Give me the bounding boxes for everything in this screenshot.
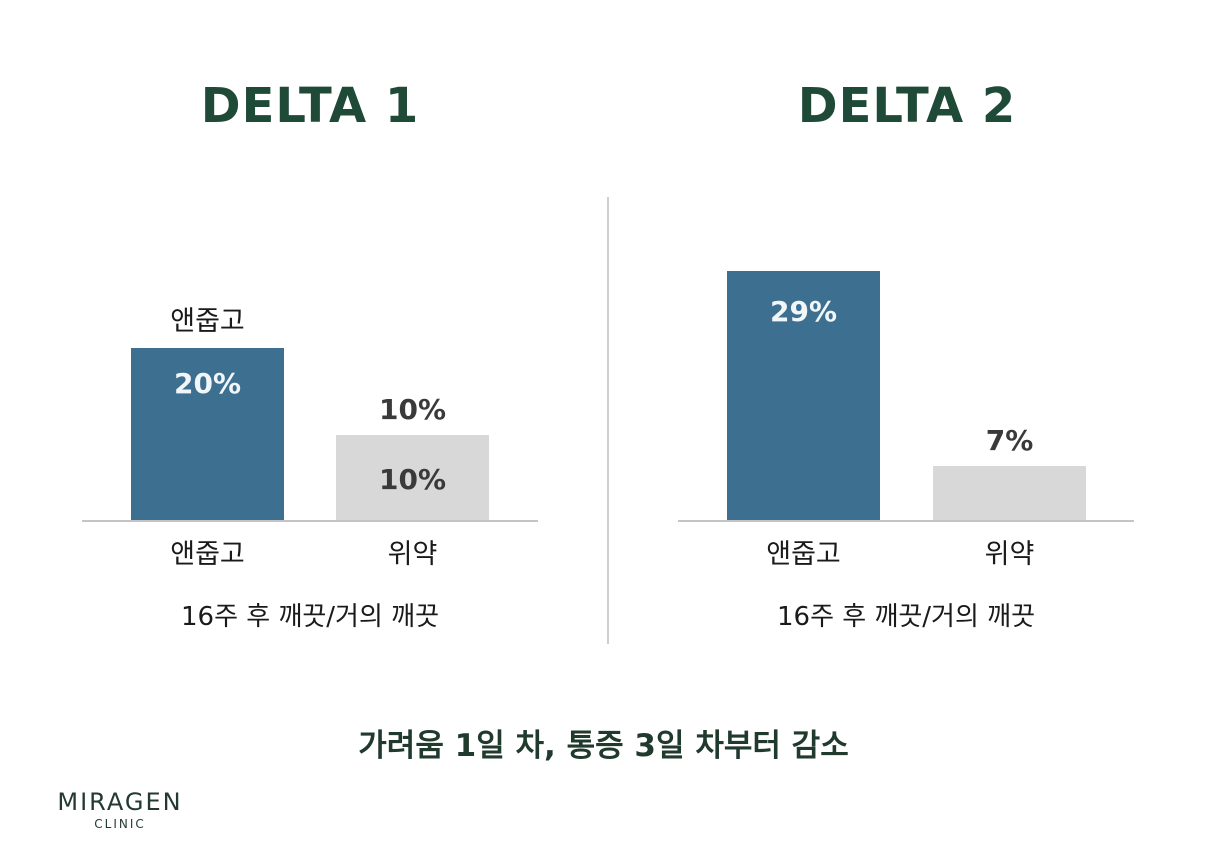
bar-inside-label: 10% (378, 463, 447, 496)
panel-title-delta-1: DELTA 1 (200, 78, 420, 134)
bar-drug-delta-2 (727, 271, 880, 522)
x-axis-caption: 16주 후 깨끗/거의 깨끗 (777, 602, 1035, 632)
x-axis-line (678, 520, 1134, 522)
logo-subtitle: CLINIC (94, 817, 146, 831)
bar-drug-delta-1 (131, 348, 284, 522)
category-label: 앤줍고 (170, 539, 245, 570)
category-label: 위약 (387, 539, 438, 570)
bar-value-label: 10% (378, 393, 447, 426)
x-axis-caption: 16주 후 깨끗/거의 깨끗 (181, 602, 439, 632)
bar-top-label: 앤줍고 (170, 306, 245, 337)
footer-summary: 가려움 1일 차, 통증 3일 차부터 감소 (358, 728, 849, 764)
x-axis-line (82, 520, 538, 522)
bar-placebo-delta-1 (336, 435, 489, 522)
category-label: 위약 (984, 539, 1035, 570)
panel-divider (607, 197, 609, 644)
bar-value-label: 7% (985, 424, 1034, 457)
bar-inside-label: 29% (769, 295, 838, 328)
logo-wordmark: MIRAGEN (57, 788, 183, 816)
panel-title-delta-2: DELTA 2 (797, 78, 1017, 134)
bar-inside-label: 20% (173, 367, 242, 400)
category-label: 앤줍고 (766, 539, 841, 570)
bar-placebo-delta-2 (933, 466, 1086, 522)
